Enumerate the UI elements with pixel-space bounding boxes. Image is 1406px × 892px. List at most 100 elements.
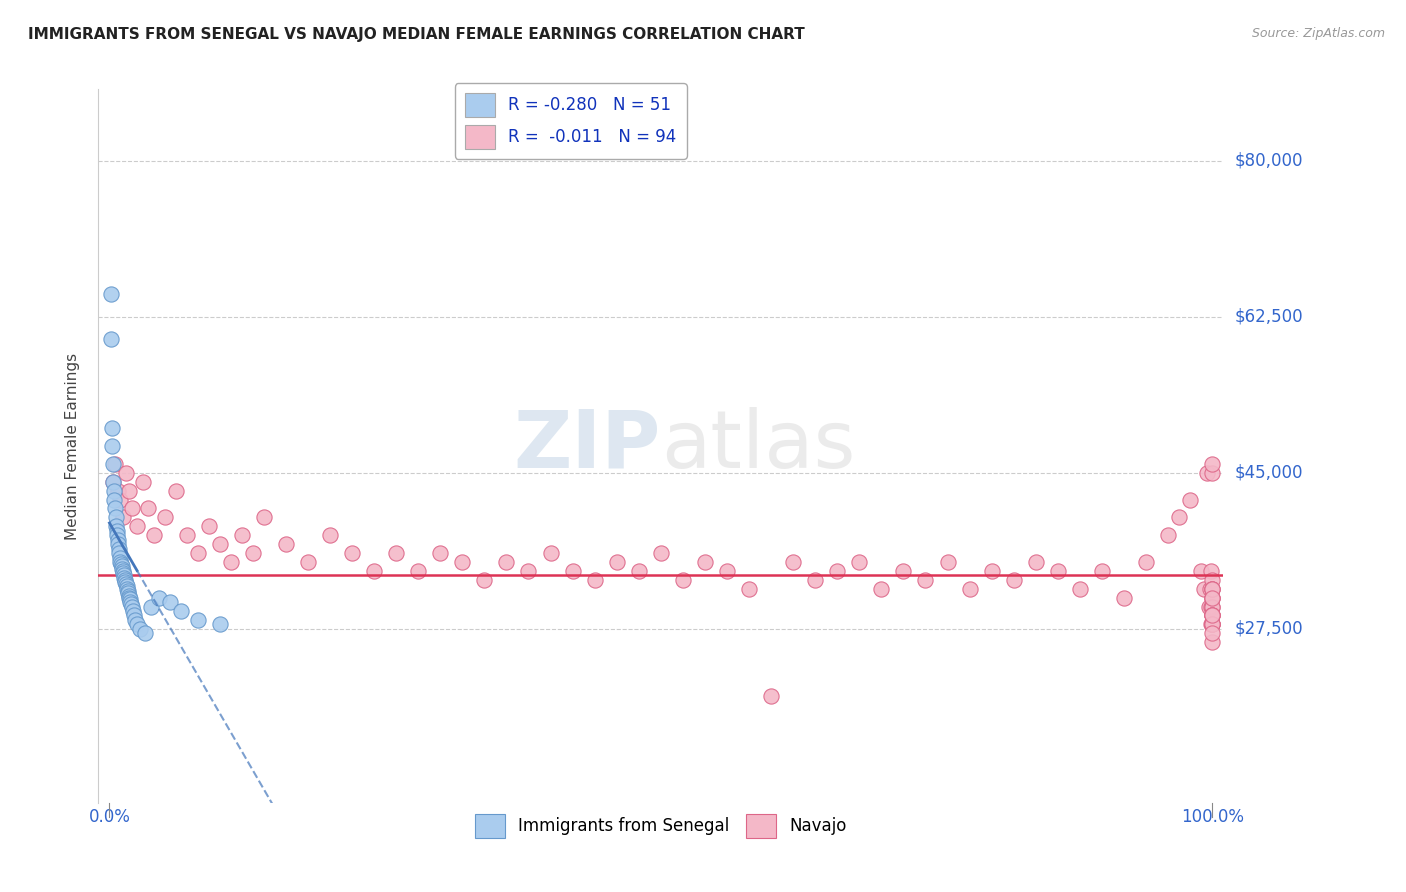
Point bbox=[122, 608, 145, 623]
Point bbox=[980, 564, 1002, 578]
Text: $27,500: $27,500 bbox=[1234, 620, 1303, 638]
Point bbox=[340, 546, 363, 560]
Point bbox=[297, 555, 319, 569]
Text: Source: ZipAtlas.com: Source: ZipAtlas.com bbox=[1251, 27, 1385, 40]
Point bbox=[1198, 599, 1220, 614]
Point bbox=[1046, 564, 1069, 578]
Point bbox=[1069, 582, 1091, 596]
Point bbox=[1199, 582, 1222, 596]
Point bbox=[118, 592, 141, 607]
Point bbox=[650, 546, 672, 560]
Point bbox=[176, 528, 198, 542]
Point bbox=[1201, 635, 1223, 649]
Point bbox=[1157, 528, 1180, 542]
Point bbox=[627, 564, 650, 578]
Point bbox=[121, 501, 143, 516]
Point bbox=[118, 589, 141, 603]
Point bbox=[672, 573, 695, 587]
Point bbox=[110, 559, 132, 574]
Point bbox=[197, 519, 219, 533]
Point bbox=[1201, 591, 1223, 605]
Point bbox=[1189, 564, 1212, 578]
Point bbox=[406, 564, 429, 578]
Point bbox=[111, 510, 134, 524]
Point bbox=[187, 613, 209, 627]
Point bbox=[170, 604, 193, 618]
Point bbox=[115, 577, 138, 591]
Point bbox=[1112, 591, 1135, 605]
Point bbox=[606, 555, 628, 569]
Point bbox=[1201, 582, 1223, 596]
Point bbox=[1195, 466, 1218, 480]
Point bbox=[1201, 591, 1223, 605]
Point bbox=[1201, 626, 1223, 640]
Point bbox=[1201, 582, 1223, 596]
Text: $62,500: $62,500 bbox=[1234, 308, 1303, 326]
Text: IMMIGRANTS FROM SENEGAL VS NAVAJO MEDIAN FEMALE EARNINGS CORRELATION CHART: IMMIGRANTS FROM SENEGAL VS NAVAJO MEDIAN… bbox=[28, 27, 804, 42]
Point bbox=[110, 492, 132, 507]
Point bbox=[738, 582, 761, 596]
Point bbox=[107, 537, 129, 551]
Point bbox=[936, 555, 959, 569]
Point bbox=[134, 626, 156, 640]
Point bbox=[242, 546, 264, 560]
Point bbox=[759, 689, 782, 703]
Point bbox=[1201, 617, 1223, 632]
Point bbox=[125, 617, 148, 632]
Point bbox=[112, 568, 135, 582]
Point bbox=[1201, 608, 1223, 623]
Point bbox=[1201, 573, 1223, 587]
Point bbox=[1199, 564, 1222, 578]
Text: ZIP: ZIP bbox=[513, 407, 661, 485]
Point bbox=[153, 510, 176, 524]
Point bbox=[108, 541, 131, 556]
Point bbox=[141, 599, 163, 614]
Point bbox=[100, 287, 122, 301]
Point bbox=[804, 573, 827, 587]
Point bbox=[115, 579, 138, 593]
Point bbox=[104, 510, 127, 524]
Point bbox=[1002, 573, 1025, 587]
Point bbox=[1201, 608, 1223, 623]
Point bbox=[474, 573, 496, 587]
Point bbox=[1025, 555, 1047, 569]
Point bbox=[120, 597, 142, 611]
Text: atlas: atlas bbox=[661, 407, 855, 485]
Point bbox=[111, 562, 134, 576]
Legend: Immigrants from Senegal, Navajo: Immigrants from Senegal, Navajo bbox=[468, 807, 853, 845]
Point bbox=[1201, 608, 1223, 623]
Point bbox=[517, 564, 540, 578]
Point bbox=[693, 555, 716, 569]
Point bbox=[121, 604, 143, 618]
Point bbox=[110, 555, 132, 569]
Point bbox=[100, 332, 122, 346]
Point bbox=[117, 586, 139, 600]
Point bbox=[101, 457, 124, 471]
Point bbox=[108, 550, 131, 565]
Point bbox=[101, 475, 124, 489]
Point bbox=[118, 591, 141, 605]
Point bbox=[105, 524, 128, 538]
Point bbox=[893, 564, 915, 578]
Point bbox=[120, 595, 142, 609]
Point bbox=[274, 537, 297, 551]
Point bbox=[1201, 591, 1223, 605]
Point bbox=[208, 537, 231, 551]
Point bbox=[118, 483, 141, 498]
Point bbox=[124, 613, 146, 627]
Point bbox=[561, 564, 583, 578]
Text: $45,000: $45,000 bbox=[1234, 464, 1303, 482]
Point bbox=[1201, 608, 1223, 623]
Point bbox=[716, 564, 738, 578]
Point bbox=[219, 555, 242, 569]
Point bbox=[115, 582, 138, 596]
Point bbox=[959, 582, 981, 596]
Point bbox=[103, 483, 125, 498]
Point bbox=[825, 564, 848, 578]
Point bbox=[451, 555, 474, 569]
Point bbox=[115, 466, 138, 480]
Point bbox=[165, 483, 187, 498]
Point bbox=[1091, 564, 1114, 578]
Point bbox=[148, 591, 170, 605]
Point bbox=[385, 546, 408, 560]
